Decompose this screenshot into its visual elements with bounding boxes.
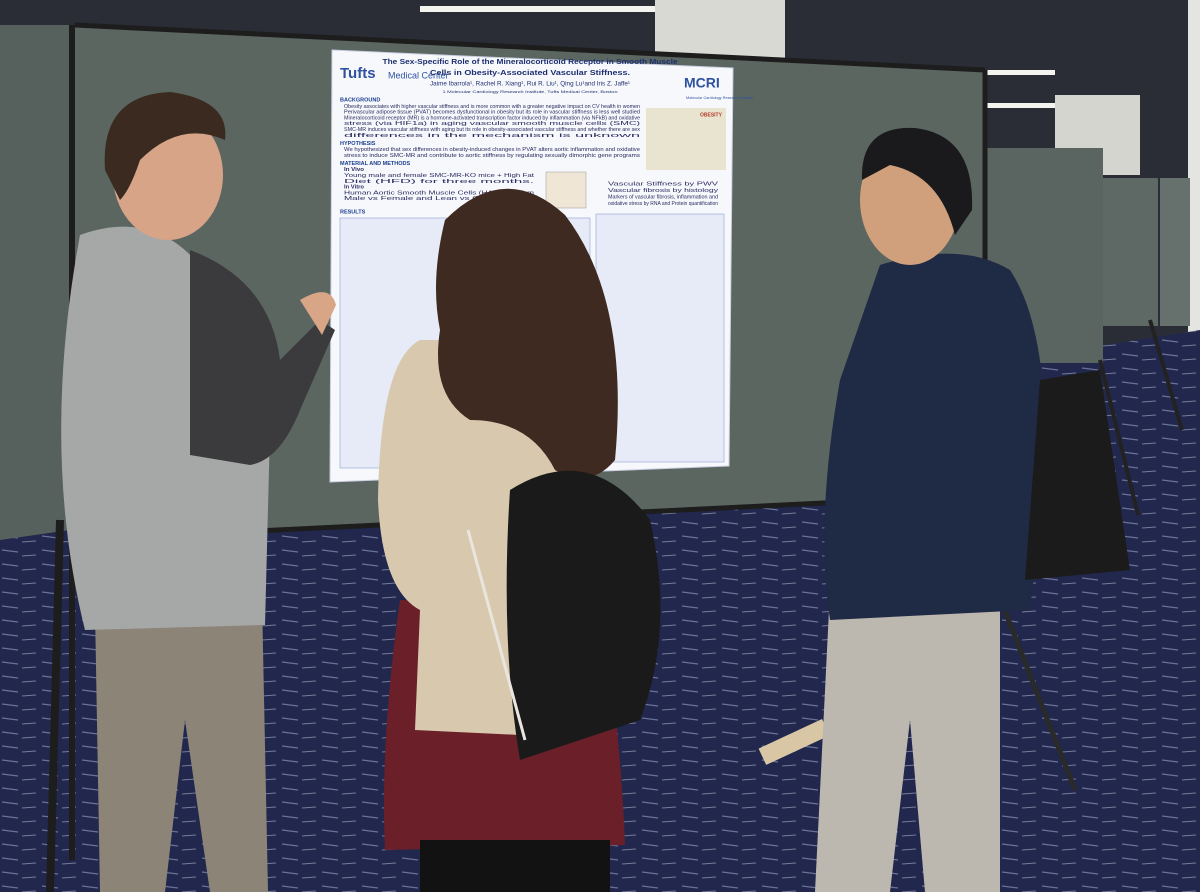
- poster-board: [1103, 178, 1158, 326]
- poster-title: The Sex-Specific Role of the Mineralocor…: [383, 57, 678, 66]
- poster-label: OBESITY: [700, 112, 723, 118]
- poster-figure: [545, 171, 587, 209]
- poster-title: Cells in Obesity-Associated Vascular Sti…: [430, 68, 630, 77]
- poster-text: stress to induce SMC-MR and contribute t…: [344, 153, 641, 159]
- ceiling-light: [420, 6, 660, 12]
- poster-text: In Vitro: [344, 185, 364, 191]
- poster-text: In Vivo: [344, 167, 364, 173]
- poster-heading: RESULTS: [340, 209, 366, 215]
- poster-text: stress (via HIF1a) in aging vascular smo…: [344, 121, 641, 127]
- poster-text: Male vs Female and Lean vs Obese donors: [344, 196, 535, 202]
- ceiling-light: [985, 70, 1055, 75]
- poster-board: [0, 25, 70, 540]
- poster-tube: [758, 719, 830, 765]
- poster-text: Young male and female SMC-MR-KO mice + H…: [344, 173, 535, 179]
- board-leg: [46, 519, 64, 892]
- poster-text: Diet (HFD) for three months.: [344, 179, 534, 185]
- pillar: [655, 0, 785, 58]
- logo-text: Medical Center: [388, 70, 449, 80]
- poster-text: Obesity associates with higher vascular …: [344, 104, 640, 110]
- board-leg: [1098, 359, 1140, 516]
- poster-affiliation: 1 Molecular Cardiology Research Institut…: [443, 89, 618, 94]
- poster-heading: BACKGROUND: [340, 97, 380, 103]
- logo-text: Molecular Cardiology Research Institute: [686, 96, 753, 100]
- poster-text: We hypothesized that sex differences in …: [344, 147, 640, 153]
- poster-text: Markers of vascular fibrosis, inflammati…: [608, 194, 718, 200]
- board-leg: [1148, 319, 1184, 431]
- poster-text: SMC-MR induces vascular stiffness with a…: [344, 127, 641, 133]
- person-left: [61, 92, 336, 892]
- poster-heading: MATERIAL AND METHODS: [340, 161, 411, 167]
- poster-heading: HYPOTHESIS: [340, 141, 376, 147]
- ceiling-light: [985, 103, 1055, 108]
- person-right: [815, 127, 1130, 892]
- poster-text: Mineralocorticoid receptor (MR) is a hor…: [344, 115, 640, 121]
- board-frame: [74, 22, 986, 73]
- logo-text: MCRI: [684, 75, 720, 91]
- poster-text: oxidative stress by RNA and Protein quan…: [608, 201, 718, 207]
- poster-authors: Jaime Ibarrola¹, Rachel R. Xiang¹, Rui R…: [430, 82, 630, 88]
- poster-text: Vascular Stiffness by PWV: [608, 181, 719, 187]
- poster-text: differences in the mechanism is unknown: [344, 133, 641, 139]
- poster-text: Vascular fibrosis by histology: [608, 188, 719, 194]
- poster-text: Human Aortic Smooth Muscle Cells (HASMC)…: [344, 190, 534, 196]
- logo-text: Tufts: [340, 65, 376, 82]
- poster-text: Perivascular adipose tissue (PVAT) becom…: [344, 110, 640, 116]
- poster-figure: [646, 108, 726, 170]
- person-center: [378, 188, 661, 892]
- poster-board: [1160, 178, 1190, 326]
